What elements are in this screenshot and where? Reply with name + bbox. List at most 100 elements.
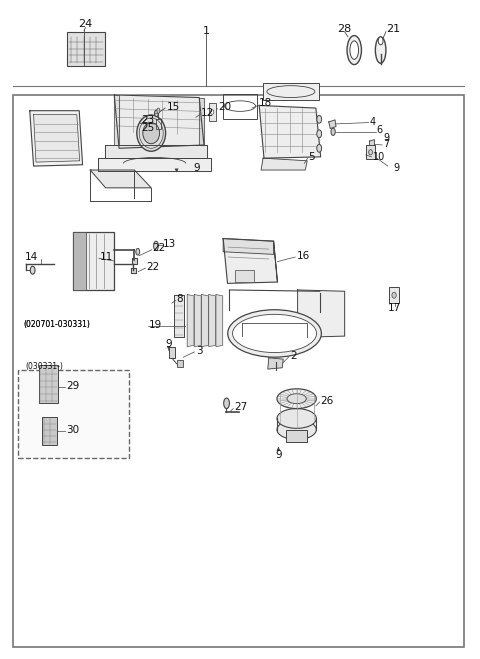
Ellipse shape	[210, 109, 214, 115]
Text: 17: 17	[388, 303, 401, 314]
Ellipse shape	[287, 393, 306, 403]
Text: 28: 28	[337, 24, 352, 34]
Ellipse shape	[277, 389, 316, 409]
Text: 9: 9	[166, 339, 172, 349]
Bar	[389, 287, 399, 303]
Bar	[13, 95, 464, 647]
Ellipse shape	[331, 128, 335, 136]
Polygon shape	[98, 158, 211, 171]
Text: 27: 27	[234, 402, 248, 413]
Text: 9: 9	[383, 132, 389, 143]
Bar	[263, 83, 319, 100]
Text: 6: 6	[377, 125, 383, 136]
Polygon shape	[114, 95, 119, 145]
Text: 9: 9	[275, 449, 282, 460]
Text: 18: 18	[259, 98, 273, 109]
Polygon shape	[268, 358, 283, 369]
Polygon shape	[34, 115, 80, 162]
Ellipse shape	[224, 398, 229, 409]
Ellipse shape	[137, 115, 166, 151]
Ellipse shape	[154, 241, 158, 250]
Polygon shape	[223, 239, 274, 254]
Text: 30: 30	[66, 424, 79, 435]
Ellipse shape	[143, 123, 159, 144]
Text: 12: 12	[201, 107, 214, 118]
Text: 3: 3	[196, 345, 203, 356]
Ellipse shape	[317, 130, 322, 138]
Text: 10: 10	[372, 152, 385, 162]
Polygon shape	[187, 295, 194, 347]
Polygon shape	[216, 295, 223, 347]
Bar	[67, 32, 105, 66]
Ellipse shape	[375, 37, 386, 63]
Text: 7: 7	[383, 139, 389, 150]
Ellipse shape	[350, 41, 359, 59]
Polygon shape	[132, 258, 137, 264]
Text: (030331-): (030331-)	[25, 362, 63, 371]
Polygon shape	[223, 239, 277, 283]
Bar	[73, 232, 114, 290]
Polygon shape	[274, 241, 277, 282]
Text: 16: 16	[297, 250, 310, 261]
Bar	[366, 145, 375, 159]
Bar	[73, 232, 86, 290]
Ellipse shape	[392, 292, 396, 298]
Text: 14: 14	[25, 252, 38, 262]
Text: 2: 2	[290, 351, 297, 361]
Ellipse shape	[136, 248, 140, 255]
Bar	[42, 417, 57, 445]
Bar	[18, 370, 129, 458]
Text: 23: 23	[142, 115, 155, 125]
Polygon shape	[199, 98, 204, 145]
Text: (020701-030331): (020701-030331)	[23, 320, 90, 329]
Ellipse shape	[157, 108, 160, 113]
Text: 22: 22	[153, 243, 166, 254]
Polygon shape	[90, 170, 151, 188]
Text: 26: 26	[321, 395, 334, 406]
Polygon shape	[202, 295, 208, 347]
Polygon shape	[370, 140, 374, 148]
Bar	[39, 365, 58, 403]
Text: 9: 9	[193, 163, 200, 173]
Bar	[223, 94, 257, 119]
Text: 22: 22	[146, 262, 160, 272]
Polygon shape	[261, 158, 307, 170]
Ellipse shape	[378, 37, 383, 45]
Text: 24: 24	[78, 19, 93, 30]
Ellipse shape	[347, 36, 361, 65]
Text: 25: 25	[142, 123, 155, 133]
Polygon shape	[156, 119, 161, 129]
Bar	[174, 295, 184, 337]
Ellipse shape	[317, 144, 322, 152]
Ellipse shape	[155, 110, 158, 117]
Ellipse shape	[277, 420, 316, 440]
Ellipse shape	[277, 409, 316, 428]
Polygon shape	[209, 295, 216, 347]
Polygon shape	[131, 268, 136, 273]
Text: 13: 13	[163, 239, 177, 250]
Text: 21: 21	[386, 24, 400, 34]
Polygon shape	[259, 105, 321, 158]
Ellipse shape	[232, 314, 317, 353]
Text: 4: 4	[370, 117, 376, 127]
Ellipse shape	[228, 310, 322, 357]
Polygon shape	[194, 295, 201, 347]
Bar	[286, 430, 307, 442]
Polygon shape	[105, 145, 207, 158]
Ellipse shape	[30, 266, 35, 274]
Text: 19: 19	[149, 320, 162, 330]
Polygon shape	[30, 111, 83, 166]
Bar	[235, 270, 254, 282]
Bar	[169, 347, 175, 358]
Polygon shape	[329, 120, 336, 129]
Polygon shape	[114, 95, 204, 148]
Text: 5: 5	[309, 152, 315, 162]
Text: 29: 29	[66, 380, 80, 391]
Bar	[177, 360, 183, 367]
Polygon shape	[298, 290, 345, 337]
Text: 1: 1	[203, 26, 210, 36]
Ellipse shape	[369, 150, 372, 155]
Ellipse shape	[317, 115, 322, 123]
Text: 8: 8	[177, 294, 183, 304]
Text: (020701-030331): (020701-030331)	[23, 320, 90, 329]
